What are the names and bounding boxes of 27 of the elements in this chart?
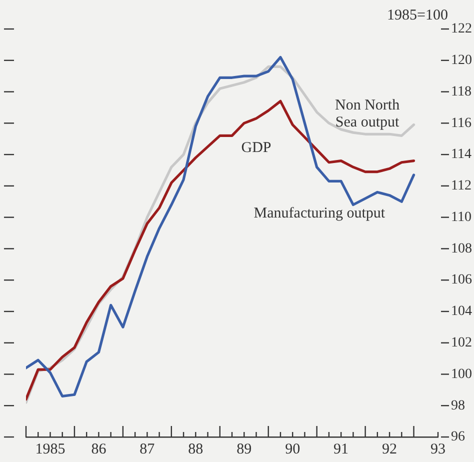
y-tick-label: 100 xyxy=(451,366,472,382)
series-label: Non North Sea output xyxy=(335,98,400,131)
x-tick-label: 90 xyxy=(285,441,300,458)
x-tick-label: 88 xyxy=(188,441,204,458)
x-tick-label: 1985 xyxy=(35,441,66,458)
y-tick-label: 120 xyxy=(451,53,472,68)
series-label: Manufacturing output xyxy=(254,206,386,222)
x-tick-label: 91 xyxy=(334,441,349,458)
y-tick-label: 98 xyxy=(451,398,465,414)
series-label: GDP xyxy=(241,140,272,156)
y-tick-label: 96 xyxy=(451,430,465,445)
y-tick-label: 116 xyxy=(451,116,472,131)
y-tick-label: 108 xyxy=(451,241,472,256)
x-tick-label: 87 xyxy=(140,441,156,458)
y-tick-label: 112 xyxy=(451,178,472,194)
y-tick-label: 122 xyxy=(451,22,472,37)
y-tick-label: 114 xyxy=(451,147,472,162)
y-tick-label: 110 xyxy=(451,210,472,225)
x-tick-label: 93 xyxy=(430,441,446,458)
x-tick-label: 89 xyxy=(236,441,252,458)
x-tick-label: 86 xyxy=(91,441,107,458)
y-axis-title: 1985=100 xyxy=(387,7,448,24)
y-tick-label: 104 xyxy=(451,304,472,320)
y-tick-label: 102 xyxy=(451,336,472,351)
x-tick-label: 92 xyxy=(382,441,398,458)
y-tick-label: 106 xyxy=(451,272,472,288)
y-tick-label: 118 xyxy=(451,84,472,100)
